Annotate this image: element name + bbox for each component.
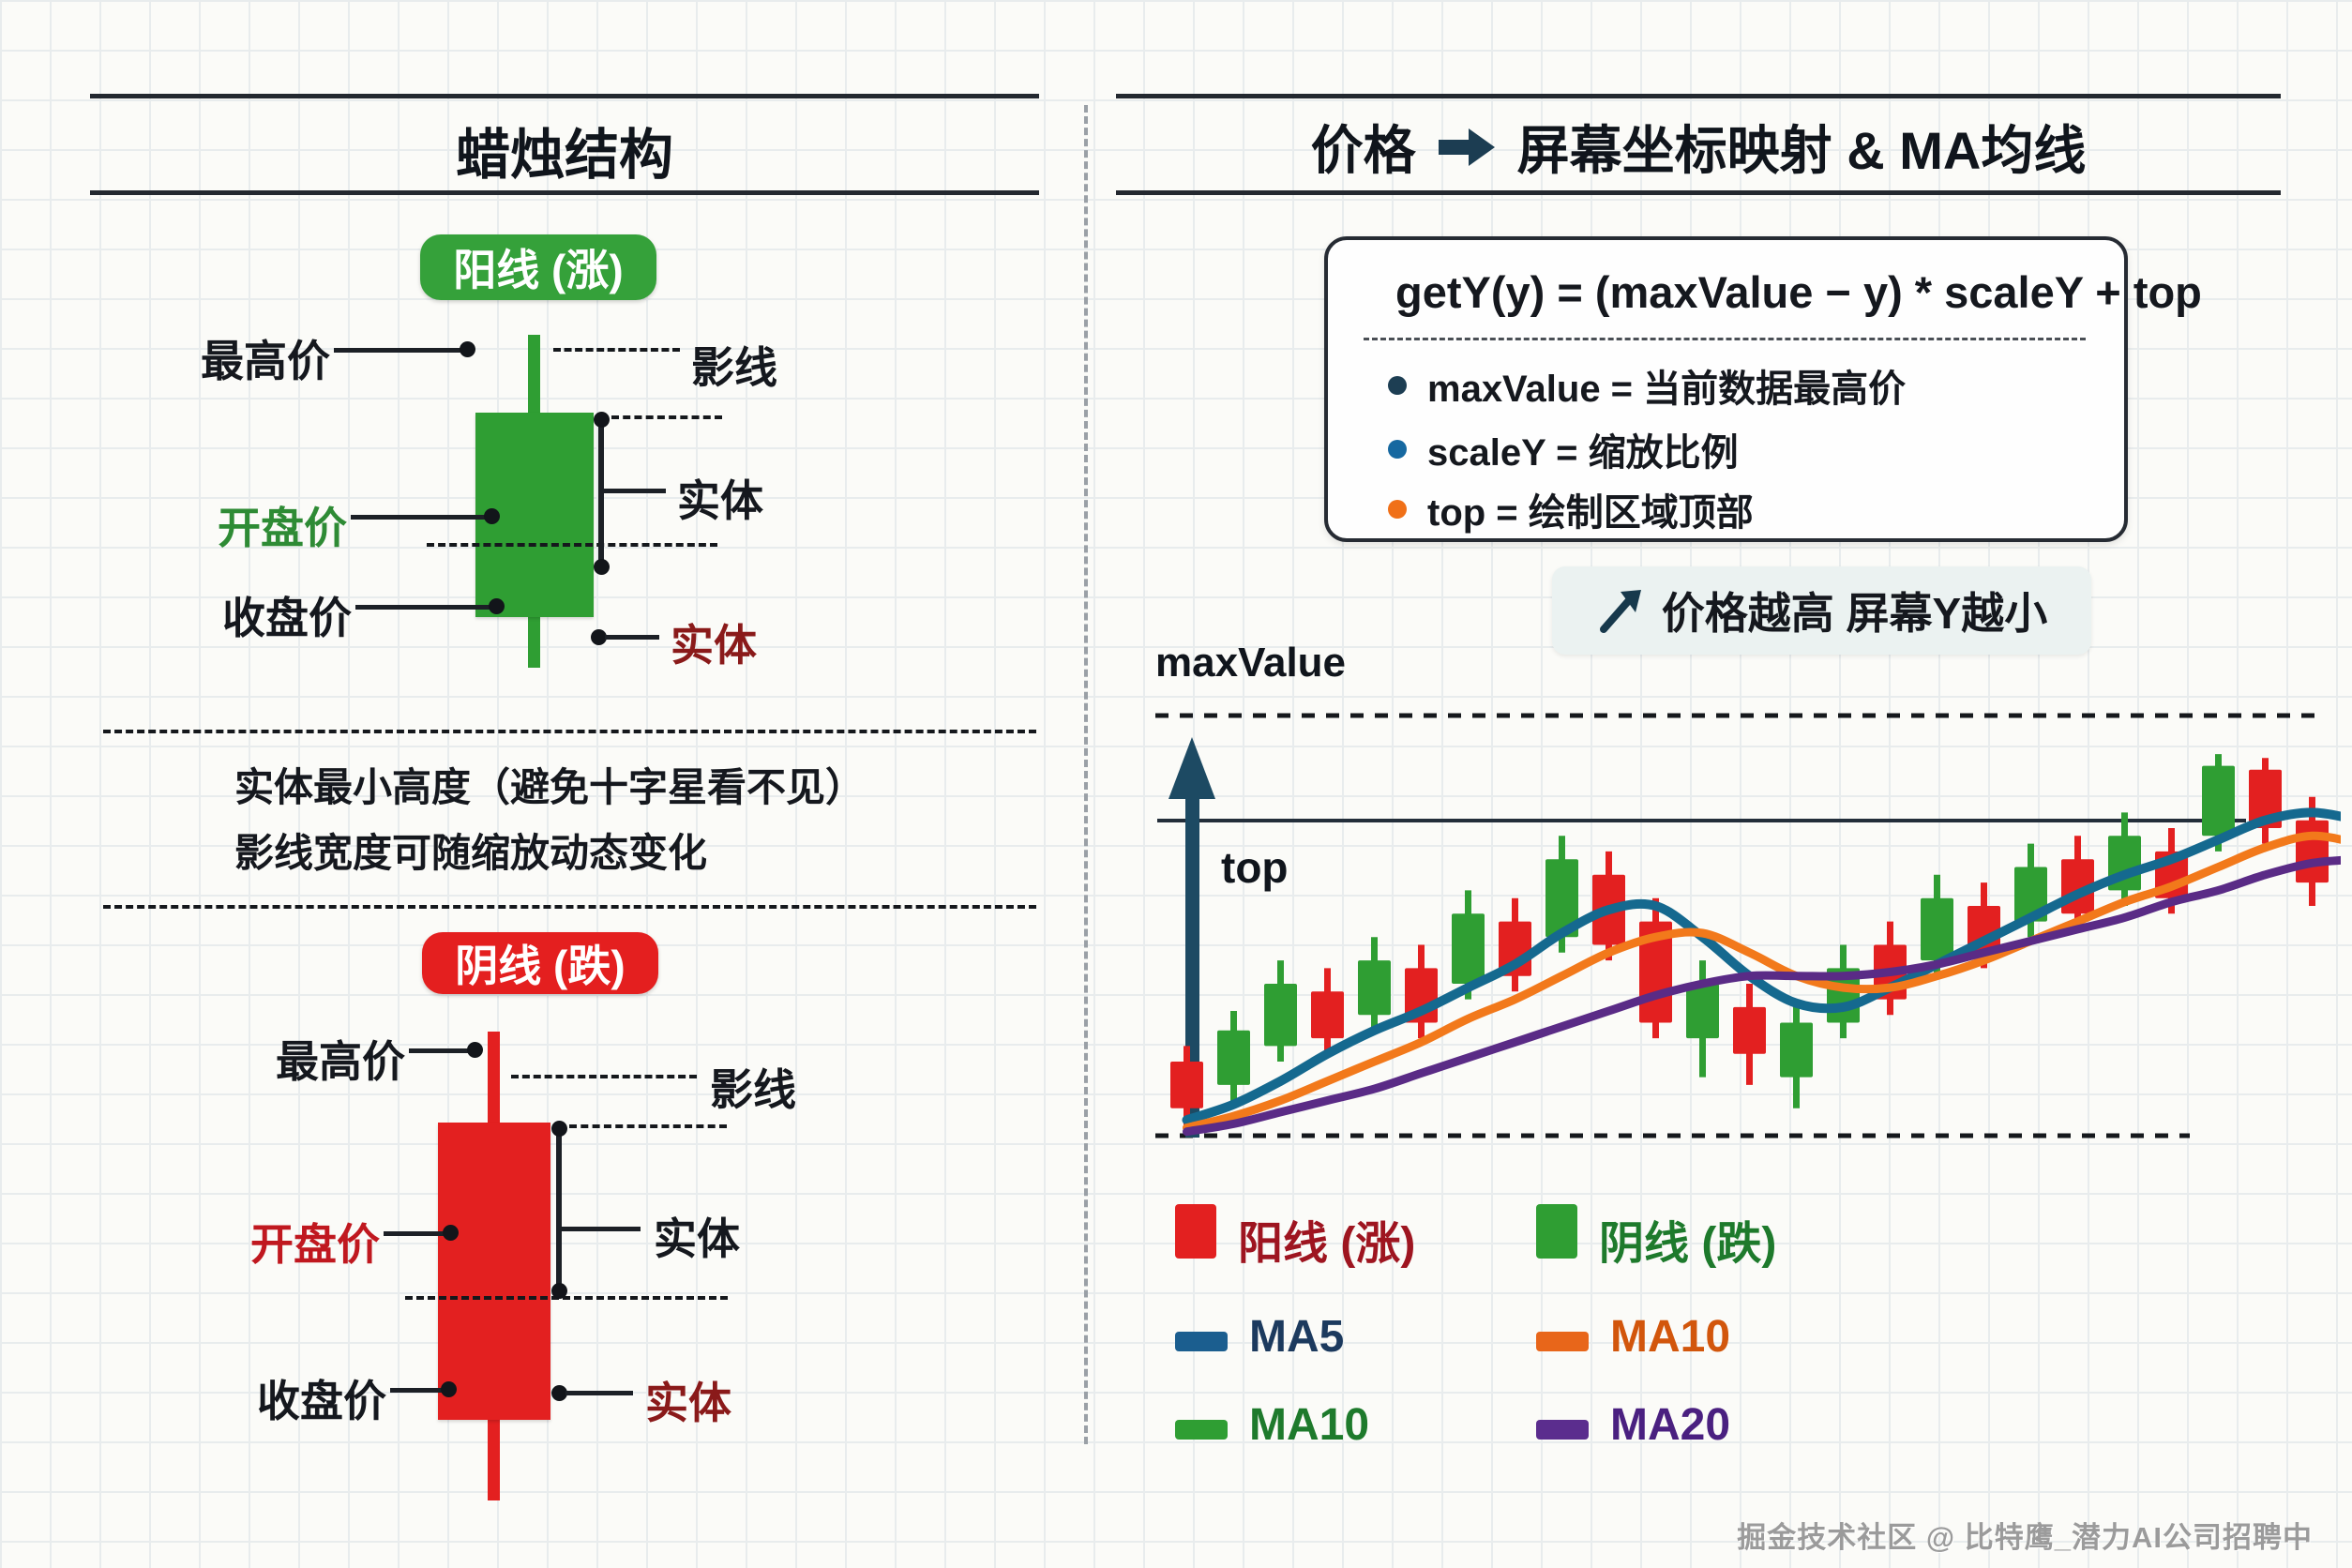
scaley-bullet-icon [1388, 440, 1407, 459]
green-close-connector [355, 605, 494, 610]
green-close-dot [489, 598, 505, 614]
right-title-suffix: 屏幕坐标映射 & MA均线 [1516, 121, 2087, 180]
maxvalue-bullet-text: maxValue = 当前数据最高价 [1427, 369, 1907, 410]
red-high-connector [409, 1048, 469, 1053]
red-body-tick [562, 1227, 641, 1231]
price-mapping-chart [1155, 713, 2341, 1138]
red-open-connector [384, 1231, 445, 1236]
maxvalue-axis-label: maxValue [1155, 640, 1347, 686]
legend-down-label: 阴线 (跌) [1599, 1219, 1777, 1269]
formula-box: getY(y) = (maxValue − y) * scaleY + top … [1324, 236, 2202, 542]
green-bracket-bottom-dot [594, 559, 610, 575]
legend-ma10-label: MA10 [1610, 1312, 1731, 1362]
green-body2-label: 实体 [671, 621, 757, 670]
red-candle-body [438, 1123, 550, 1420]
top-bullet-icon [1388, 500, 1407, 519]
red-closelevel-dashline [405, 1296, 728, 1300]
legend-ma10-swatch [1536, 1332, 1589, 1351]
note-line-1: 实体最小高度（避免十字星看不见） [234, 765, 866, 809]
green-high-label: 最高价 [201, 337, 330, 385]
green-high-dot [460, 341, 475, 357]
bear-badge: 阴线 (跌) [422, 932, 658, 994]
green-shadow-dashline [553, 348, 680, 352]
hint-badge: 价格越高 屏幕Y越小 [1552, 566, 2091, 655]
green-body-bracket [598, 419, 604, 567]
legend-ma10g-swatch [1175, 1420, 1228, 1440]
bull-badge: 阳线 (涨) [420, 234, 656, 300]
green-shadow-label: 影线 [691, 343, 777, 392]
green-open-label: 开盘价 [218, 504, 347, 552]
formula-bullet-row: top = 绘制区域顶部 [1388, 482, 1754, 536]
red-shadow-label: 影线 [710, 1065, 796, 1114]
scaley-bullet-text: scaleY = 缩放比例 [1427, 432, 1739, 474]
left-separator-2 [103, 905, 1036, 909]
red-high-label: 最高价 [276, 1037, 405, 1086]
formula-bullet-row: maxValue = 当前数据最高价 [1388, 358, 1906, 413]
red-bracket-top-dot [551, 1121, 567, 1137]
legend-ma5-label: MA5 [1249, 1312, 1345, 1362]
red-body2-dot [551, 1385, 567, 1401]
red-bodytop-dashline [569, 1124, 727, 1128]
green-bracket-top-dot [594, 412, 610, 428]
legend-ma5-swatch [1175, 1332, 1228, 1351]
red-shadow-dashline [511, 1075, 697, 1078]
legend-down-swatch [1536, 1204, 1577, 1259]
left-title-rule-bottom [90, 190, 1039, 195]
red-open-dot [443, 1225, 459, 1241]
right-title-prefix: 价格 [1310, 121, 1416, 180]
left-panel-title: 蜡烛结构 [455, 125, 673, 186]
green-closelevel-dashline [427, 543, 717, 547]
green-body-label: 实体 [677, 476, 763, 525]
right-title-rule-bottom [1116, 190, 2281, 195]
formula-text: getY(y) = (maxValue − y) * scaleY + top [1395, 267, 2202, 317]
green-body2-dot [591, 629, 607, 645]
red-close-dot [441, 1381, 457, 1397]
watermark: 掘金技术社区 @ 比特鹰_潜力AI公司招聘中 [1737, 1521, 2313, 1554]
left-title-rule-top [90, 94, 1039, 98]
formula-divider [1364, 338, 2086, 340]
legend-up-label: 阳线 (涨) [1238, 1219, 1416, 1269]
hint-text: 价格越高 屏幕Y越小 [1661, 589, 2048, 638]
formula-bullet-row: scaleY = 缩放比例 [1388, 422, 1739, 476]
maxvalue-bullet-icon [1388, 376, 1407, 395]
red-body-bracket [556, 1128, 562, 1290]
green-bodytop-dashline [611, 415, 722, 419]
left-separator-1 [103, 730, 1036, 733]
red-body2-label: 实体 [645, 1379, 731, 1427]
legend-ma20-swatch [1536, 1420, 1589, 1440]
red-open-label: 开盘价 [250, 1220, 380, 1269]
green-close-label: 收盘价 [222, 594, 352, 642]
legend-up-swatch [1175, 1204, 1216, 1259]
right-arrow-icon [1437, 127, 1497, 168]
legend-ma10g-label: MA10 [1249, 1400, 1370, 1450]
right-title-rule-top [1116, 94, 2281, 98]
red-high-dot [467, 1042, 483, 1058]
top-axis-label: top [1221, 843, 1289, 892]
red-body2-connector [565, 1391, 633, 1395]
legend-ma20-label: MA20 [1610, 1400, 1731, 1450]
trend-arrow-icon [1596, 586, 1645, 635]
green-open-dot [484, 508, 500, 524]
red-bracket-bottom-dot [551, 1283, 567, 1299]
panel-divider [1084, 105, 1088, 1444]
green-body2-connector [605, 635, 659, 640]
red-close-label: 收盘价 [257, 1377, 386, 1425]
green-high-connector [334, 348, 463, 353]
ma-lines-layer [1182, 807, 2341, 1137]
red-body-label: 实体 [654, 1214, 740, 1263]
note-line-2: 影线宽度可随缩放动态变化 [234, 831, 708, 875]
right-panel-title: 价格 屏幕坐标映射 & MA均线 [1116, 109, 2281, 185]
green-body-tick [604, 489, 666, 493]
top-bullet-text: top = 绘制区域顶部 [1427, 492, 1754, 534]
green-open-connector [351, 515, 490, 520]
red-close-connector [390, 1388, 445, 1393]
